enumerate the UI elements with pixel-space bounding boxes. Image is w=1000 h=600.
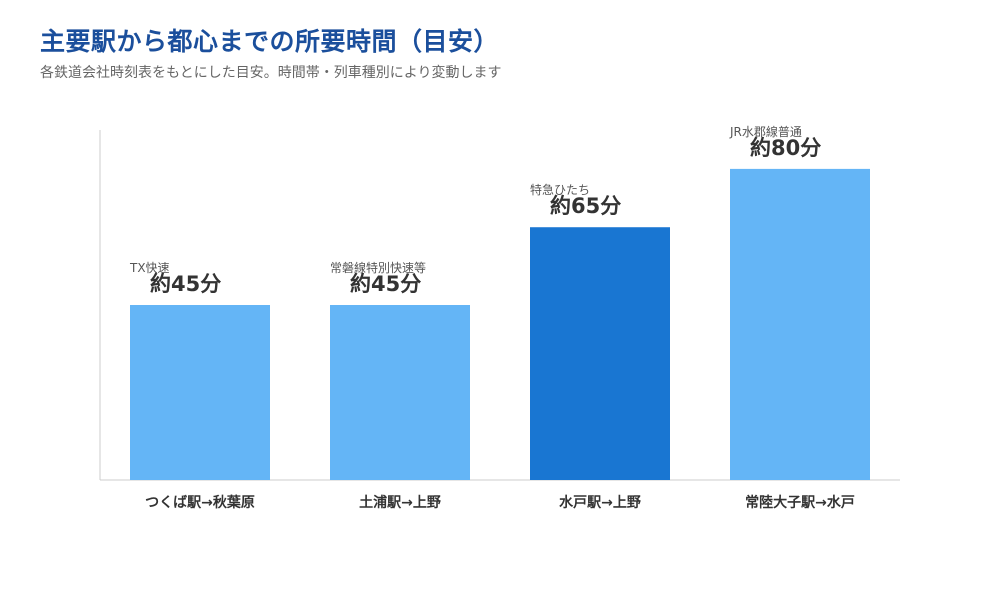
bar-annotation: 特急ひたち — [530, 182, 590, 197]
bar — [330, 305, 470, 480]
data-label: 約45分 — [350, 272, 421, 296]
bar — [130, 305, 270, 480]
chart-title: 主要駅から都心までの所要時間（目安） — [40, 27, 500, 56]
bar-annotation: TX快速 — [129, 261, 170, 275]
bar-annotation: JR水郡線普通 — [729, 124, 802, 139]
bar — [530, 227, 670, 480]
data-label: 約65分 — [550, 194, 621, 218]
x-tick-label: つくば駅→秋葉原 — [145, 494, 255, 511]
data-label: 約80分 — [750, 136, 821, 160]
bar-annotation: 常磐線特別快速等 — [330, 260, 426, 275]
data-label: 約45分 — [150, 272, 221, 296]
x-tick-label: 土浦駅→上野 — [359, 494, 441, 511]
bar — [730, 168, 870, 480]
x-tick-label: 常陸大子駅→水戸 — [745, 494, 855, 511]
x-tick-label: 水戸駅→上野 — [559, 494, 641, 511]
chart-subtitle: 各鉄道会社時刻表をもとにした目安。時間帯・列車種別により変動します — [40, 65, 502, 81]
